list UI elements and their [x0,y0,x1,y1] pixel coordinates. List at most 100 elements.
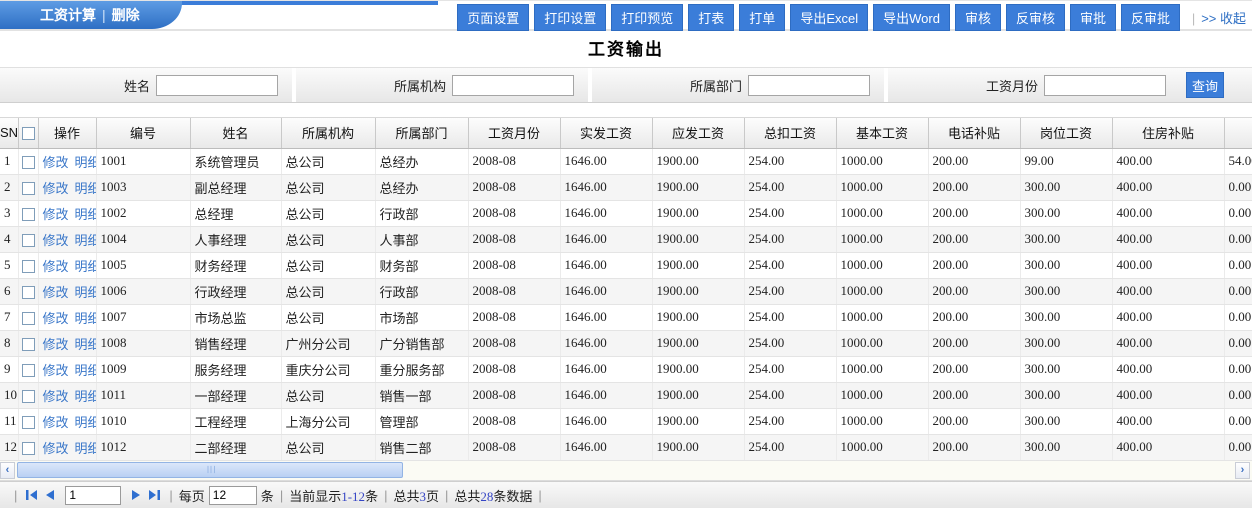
per-page-unit: 条 [260,488,274,504]
cell-payable-pay: 1900.00 [652,252,745,279]
tab-delete-action[interactable]: 删除 [111,7,140,23]
row-checkbox[interactable] [21,363,35,377]
table-row: 4 修改明细1004人事经理总公司人事部2008-081646.001900.00… [0,226,1252,253]
edit-link[interactable]: 修改 [42,336,69,352]
edit-link[interactable]: 修改 [42,232,69,248]
edit-link[interactable]: 修改 [42,362,69,378]
cell-total-deduction: 254.00 [744,408,837,435]
toolbar-button-2[interactable]: 打印设置 [534,4,607,31]
cell-position-salary: 99.00 [1020,148,1113,175]
toolbar-button-5[interactable]: 打单 [739,4,786,31]
row-checkbox[interactable] [21,233,35,247]
table-row: 1 修改明细1001系统管理员总公司总经办2008-081646.001900.0… [0,148,1252,175]
cell-actual-pay: 1646.00 [560,330,653,357]
row-checkbox[interactable] [21,311,35,325]
column-header-salary-month[interactable]: 工资月份 [468,118,561,149]
search-input[interactable] [452,74,574,96]
scroll-right-arrow-icon[interactable]: › [1235,461,1250,479]
edit-link[interactable]: 修改 [42,180,69,196]
toolbar-button-4[interactable]: 打表 [688,4,735,31]
detail-link[interactable]: 明细 [74,336,95,352]
column-header-housing-allowance[interactable]: 住房补贴 [1112,118,1225,149]
edit-link[interactable]: 修改 [42,414,69,430]
search-input[interactable] [156,74,278,96]
column-header-employee-name[interactable]: 姓名 [190,118,282,149]
cell-clipped-column: 0.00 [1224,434,1252,461]
row-checkbox[interactable] [21,415,35,429]
column-header-total-deduction[interactable]: 总扣工资 [744,118,837,149]
select-all-checkbox[interactable] [21,127,35,141]
column-header-payable-pay[interactable]: 应发工资 [652,118,745,149]
detail-link[interactable]: 明细 [74,232,95,248]
edit-link[interactable]: 修改 [42,388,69,404]
edit-link[interactable]: 修改 [42,284,69,300]
toolbar-button-10[interactable]: 审批 [1069,4,1116,31]
tab-salary-calculation[interactable]: 工资计算 | 删除 [0,1,150,29]
cell-actual-pay: 1646.00 [560,174,653,201]
toolbar-button-6[interactable]: 导出Excel [790,4,869,31]
collapse-link[interactable]: >> 收起 [1201,11,1246,26]
detail-link[interactable]: 明细 [74,180,95,196]
cell-phone-allowance: 200.00 [928,304,1021,331]
per-page-input[interactable] [208,485,257,505]
last-page-icon[interactable] [147,489,161,501]
detail-link[interactable]: 明细 [74,414,95,430]
search-input[interactable] [1044,74,1166,96]
edit-link[interactable]: 修改 [42,310,69,326]
column-header-clipped-column[interactable] [1224,118,1252,149]
cell-organization: 上海分公司 [281,408,376,435]
cell-base-salary: 1000.00 [836,382,929,409]
column-header-position-salary[interactable]: 岗位工资 [1020,118,1113,149]
column-header-actual-pay[interactable]: 实发工资 [560,118,653,149]
cell-department: 销售二部 [375,434,469,461]
column-header-organization[interactable]: 所属机构 [281,118,376,149]
page-number-input[interactable] [65,485,122,505]
detail-link[interactable]: 明细 [74,154,95,170]
cell-operation: 修改明细 [38,382,97,409]
row-checkbox[interactable] [21,181,35,195]
cell-employee-id: 1006 [96,278,191,305]
column-header-employee-id[interactable]: 编号 [96,118,191,149]
scrollbar-thumb[interactable] [17,461,403,478]
previous-page-icon[interactable] [43,489,57,501]
row-checkbox[interactable] [21,285,35,299]
column-header-department[interactable]: 所属部门 [375,118,469,149]
edit-link[interactable]: 修改 [42,440,69,456]
search-input[interactable] [748,74,870,96]
row-checkbox[interactable] [21,207,35,221]
column-header-sn[interactable]: SN [0,118,19,149]
toolbar-button-11[interactable]: 反审批 [1120,4,1180,31]
cell-checkbox [18,304,39,331]
detail-link[interactable]: 明细 [74,258,95,274]
column-header-phone-allowance[interactable]: 电话补贴 [928,118,1021,149]
detail-link[interactable]: 明细 [74,362,95,378]
row-checkbox[interactable] [21,337,35,351]
total-records-count: 28 [480,488,494,504]
row-checkbox[interactable] [21,389,35,403]
horizontal-scrollbar[interactable]: ‹ › [0,460,1252,481]
toolbar-button-7[interactable]: 导出Word [873,4,950,31]
detail-link[interactable]: 明细 [74,388,95,404]
query-button[interactable]: 查询 [1186,72,1224,98]
column-header-base-salary[interactable]: 基本工资 [836,118,929,149]
detail-link[interactable]: 明细 [74,284,95,300]
row-checkbox[interactable] [21,155,35,169]
edit-link[interactable]: 修改 [42,154,69,170]
detail-link[interactable]: 明细 [74,206,95,222]
first-page-icon[interactable] [25,489,39,501]
toolbar-button-1[interactable]: 页面设置 [457,4,530,31]
toolbar-button-8[interactable]: 审核 [954,4,1001,31]
scroll-left-arrow-icon[interactable]: ‹ [0,461,15,479]
detail-link[interactable]: 明细 [74,310,95,326]
detail-link[interactable]: 明细 [74,440,95,456]
row-checkbox[interactable] [21,441,35,455]
edit-link[interactable]: 修改 [42,206,69,222]
table-row: 2 修改明细1003副总经理总公司总经办2008-081646.001900.00… [0,174,1252,201]
cell-total-deduction: 254.00 [744,278,837,305]
column-header-operation[interactable]: 操作 [38,118,97,149]
row-checkbox[interactable] [21,259,35,273]
edit-link[interactable]: 修改 [42,258,69,274]
next-page-icon[interactable] [129,489,143,501]
toolbar-button-9[interactable]: 反审核 [1005,4,1065,31]
toolbar-button-3[interactable]: 打印预览 [611,4,684,31]
